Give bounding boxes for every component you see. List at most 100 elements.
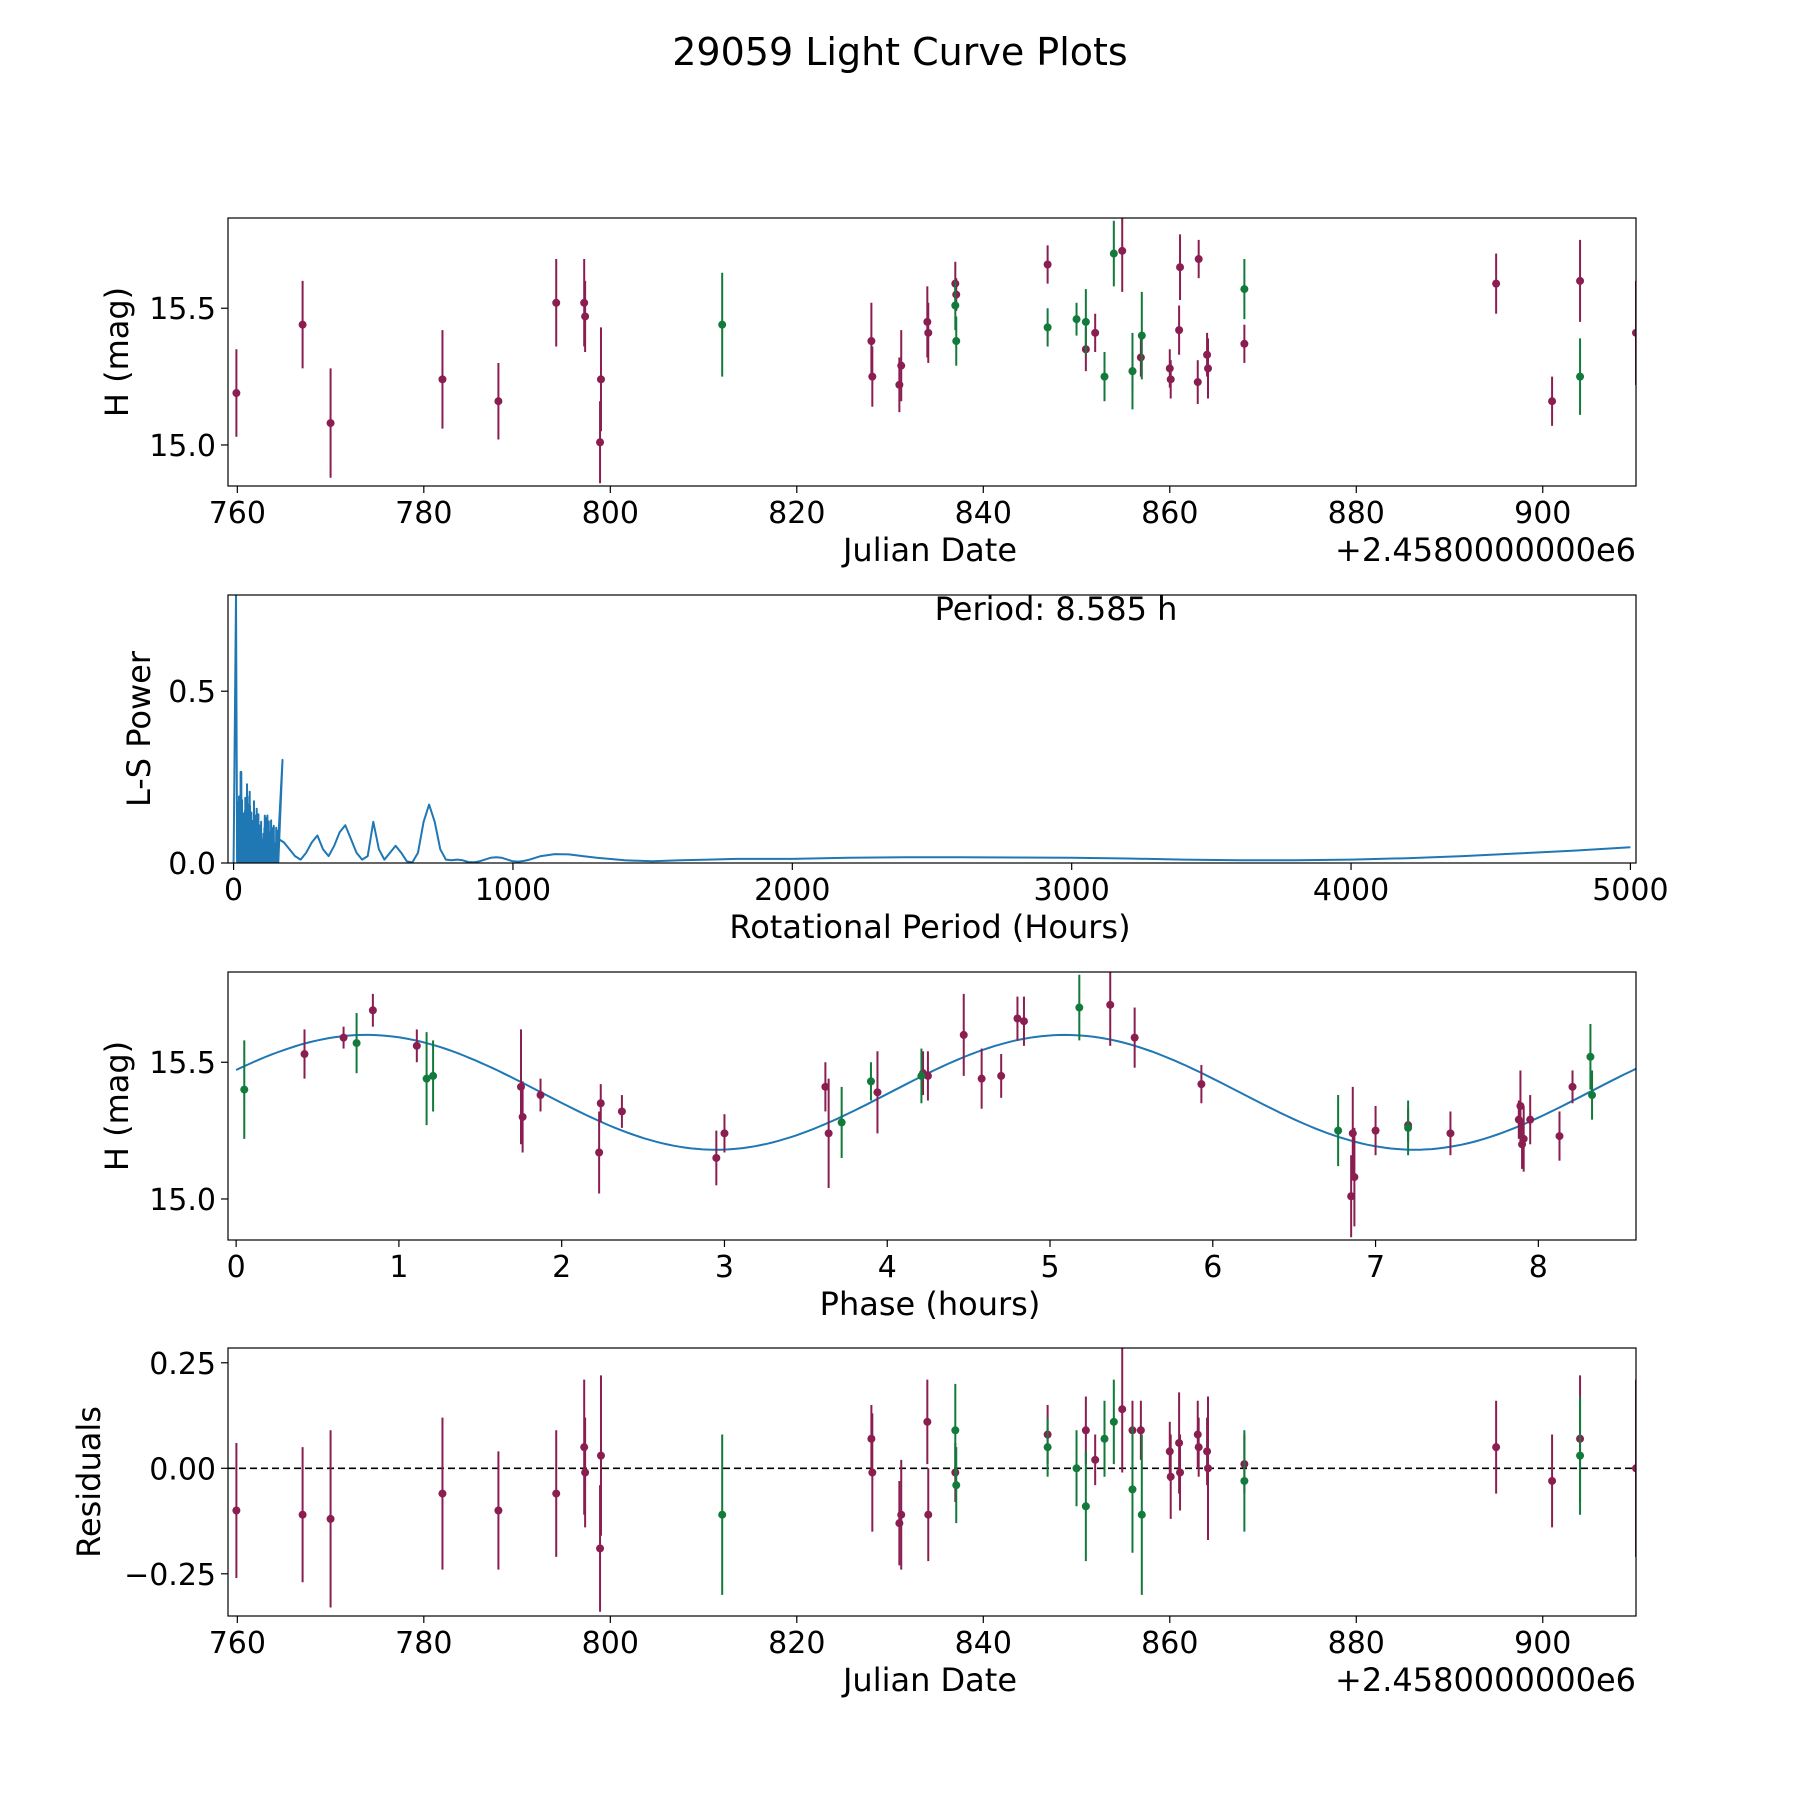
data-point — [712, 1153, 721, 1162]
data-point — [240, 1085, 249, 1094]
period-annotation: Period: 8.585 h — [935, 590, 1178, 628]
data-point — [997, 1071, 1006, 1080]
data-point — [536, 1091, 545, 1100]
data-point — [868, 1468, 877, 1477]
data-point — [873, 1088, 882, 1097]
phased-frame — [227, 971, 1637, 1241]
data-point — [1371, 1126, 1380, 1135]
data-point — [897, 1510, 906, 1519]
x-tick-label: 5000 — [1592, 873, 1668, 908]
data-point — [232, 1506, 241, 1515]
data-point — [1516, 1102, 1525, 1110]
data-point — [1240, 1476, 1249, 1485]
phased-x-ticks: 0 1 2 3 4 5 6 7 8 — [227, 1240, 1548, 1285]
phased-panel: 0 1 2 3 4 5 6 7 8 15.0 15.5 Phase (hours) H (mag) — [98, 971, 1637, 1323]
data-point — [1240, 285, 1249, 294]
periodogram-xlabel: Rotational Period (Hours) — [729, 908, 1130, 946]
y-tick-label: 0.5 — [168, 675, 216, 710]
x-tick-label: 760 — [209, 1626, 266, 1661]
periodogram-line — [232, 595, 1631, 863]
data-point — [1166, 1472, 1175, 1481]
data-point — [438, 375, 447, 384]
data-point — [952, 1481, 961, 1490]
data-point — [1348, 1129, 1357, 1138]
lightcurve-y-ticks: 15.0 15.5 — [149, 292, 228, 464]
x-tick-label: 0 — [224, 873, 243, 908]
y-tick-label: 15.0 — [149, 429, 216, 464]
data-point — [1576, 276, 1585, 285]
data-point — [1632, 1464, 1636, 1473]
data-point — [1043, 260, 1052, 269]
residuals-ylabel: Residuals — [70, 1406, 108, 1558]
residuals-frame — [227, 1347, 1637, 1617]
data-point — [952, 337, 961, 346]
data-point — [1548, 397, 1557, 406]
data-point — [718, 1510, 727, 1519]
data-point — [494, 397, 503, 406]
x-tick-label: 1 — [389, 1250, 408, 1285]
data-point — [897, 361, 906, 370]
lightcurve-points — [232, 218, 1636, 484]
data-point — [1081, 317, 1090, 326]
data-point — [1197, 1080, 1206, 1089]
data-point — [596, 1451, 605, 1460]
data-point — [718, 320, 727, 329]
data-point — [1555, 1132, 1564, 1141]
x-tick-label: 3000 — [1034, 873, 1110, 908]
x-tick-label: 880 — [1328, 1626, 1385, 1661]
data-point — [959, 1030, 968, 1039]
data-point — [1576, 372, 1585, 381]
x-tick-label: 4 — [878, 1250, 897, 1285]
phased-xlabel: Phase (hours) — [820, 1285, 1041, 1323]
data-point — [924, 1510, 933, 1519]
x-tick-label: 760 — [209, 496, 266, 531]
x-tick-label: 4000 — [1313, 873, 1389, 908]
data-point — [1492, 279, 1501, 288]
data-point — [422, 1074, 431, 1083]
data-point — [552, 298, 561, 307]
data-point — [1109, 1417, 1118, 1426]
data-point — [1075, 1003, 1084, 1012]
data-point — [867, 337, 876, 346]
data-point — [868, 372, 877, 381]
data-point — [1404, 1123, 1413, 1132]
data-point — [339, 1033, 348, 1042]
data-point — [1240, 339, 1249, 348]
x-tick-label: 0 — [227, 1250, 246, 1285]
data-point — [1072, 1464, 1081, 1473]
x-tick-label: 900 — [1514, 1626, 1571, 1661]
periodogram-ylabel: L-S Power — [120, 650, 158, 807]
data-point — [866, 1077, 875, 1086]
data-point — [1043, 323, 1052, 332]
data-point — [1106, 1000, 1115, 1009]
periodogram-curve — [232, 595, 1631, 863]
data-point — [596, 375, 605, 384]
figure-title: 29059 Light Curve Plots — [672, 30, 1127, 74]
data-point — [438, 1489, 447, 1498]
periodogram-frame — [227, 594, 1637, 864]
residuals-x-ticks: 760 780 800 820 840 860 880 900 — [209, 1616, 1571, 1661]
data-point — [596, 438, 605, 447]
data-point — [581, 312, 590, 321]
data-point — [298, 320, 307, 329]
lightcurve-xlabel: Julian Date — [841, 531, 1017, 569]
data-point — [1118, 246, 1127, 255]
lightcurve-ylabel: H (mag) — [98, 287, 136, 417]
data-point — [1176, 263, 1185, 272]
data-point — [1118, 1405, 1127, 1414]
data-point — [924, 328, 933, 337]
x-tick-label: 1000 — [475, 873, 551, 908]
data-point — [1091, 1455, 1100, 1464]
x-tick-label: 800 — [582, 496, 639, 531]
data-point — [1194, 1443, 1203, 1452]
data-point — [1347, 1192, 1356, 1201]
y-tick-label: 0.00 — [149, 1452, 216, 1487]
x-tick-label: 820 — [768, 1626, 825, 1661]
x-tick-label: 840 — [955, 496, 1012, 531]
y-tick-label: 0.0 — [168, 847, 216, 882]
data-point — [326, 419, 335, 428]
x-tick-label: 5 — [1040, 1250, 1059, 1285]
data-point — [1204, 1464, 1213, 1473]
x-tick-label: 860 — [1141, 496, 1198, 531]
residuals-offset-text: +2.4580000000e6 — [1335, 1661, 1636, 1699]
